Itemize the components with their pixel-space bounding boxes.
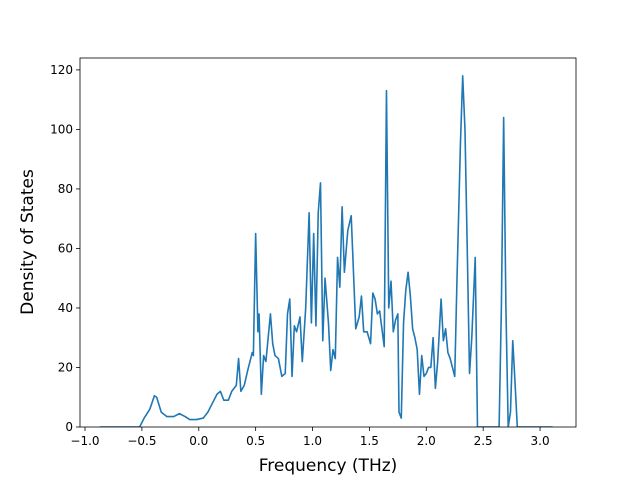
plot-frame: [79, 57, 577, 428]
x-axis-label: Frequency (THz): [259, 456, 398, 476]
y-axis-label: Density of States: [18, 169, 38, 315]
x-tick-label: 3.0: [531, 434, 550, 448]
y-tick-label: 80: [58, 182, 73, 196]
x-tick-label: 0.5: [246, 434, 265, 448]
x-tick-label: 2.0: [417, 434, 436, 448]
x-tick-label: 1.0: [303, 434, 322, 448]
y-tick-label: 100: [50, 122, 73, 136]
y-tick-label: 120: [50, 63, 73, 77]
y-tick-label: 0: [65, 420, 73, 434]
x-tick-label: −0.5: [127, 434, 156, 448]
x-tick-label: −1.0: [70, 434, 99, 448]
y-tick-label: 20: [58, 360, 73, 374]
y-tick-label: 60: [58, 241, 73, 255]
data-line: [99, 75, 553, 427]
y-tick-label: 40: [58, 301, 73, 315]
x-tick-label: 0.0: [189, 434, 208, 448]
x-tick-label: 1.5: [360, 434, 379, 448]
x-tick-label: 2.5: [474, 434, 493, 448]
